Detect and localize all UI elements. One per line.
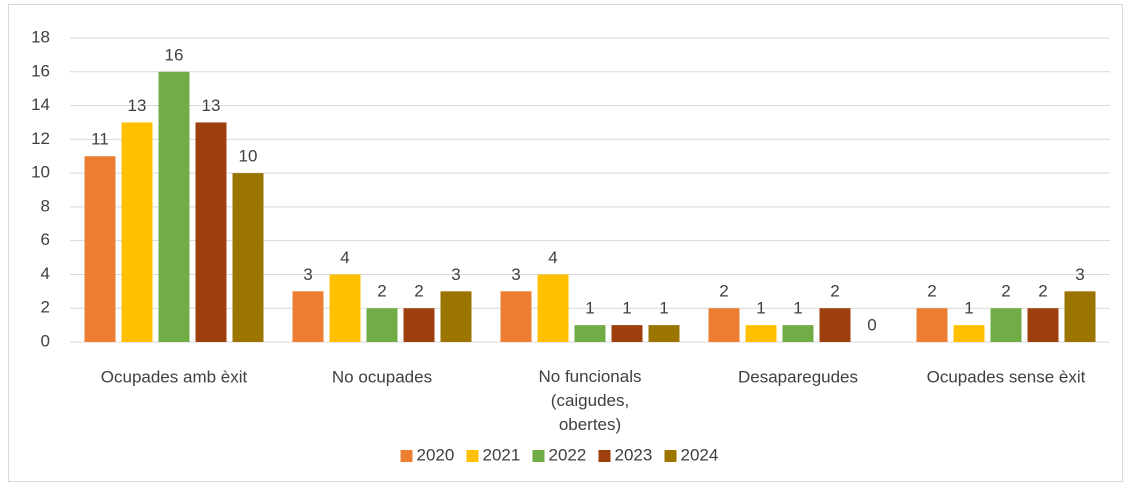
data-label: 11 — [91, 130, 109, 149]
data-label: 2 — [927, 282, 936, 301]
data-label: 1 — [964, 299, 973, 318]
data-label: 3 — [303, 265, 312, 284]
data-label: 3 — [511, 265, 520, 284]
bar — [121, 122, 153, 342]
y-tick-label: 8 — [41, 196, 50, 215]
bar — [232, 173, 264, 342]
data-label: 10 — [239, 147, 258, 166]
legend-label: 2021 — [483, 445, 521, 464]
data-label: 2 — [414, 282, 423, 301]
bar — [1064, 291, 1096, 342]
y-tick-label: 4 — [41, 264, 50, 283]
data-label: 1 — [659, 299, 668, 318]
y-tick-label: 14 — [31, 95, 50, 114]
bar — [708, 308, 740, 342]
bar — [84, 156, 116, 342]
bar — [745, 325, 777, 342]
y-tick-label: 2 — [41, 298, 50, 317]
bar — [537, 274, 569, 342]
x-tick-label: Desaparegudes — [738, 367, 858, 386]
y-tick-label: 6 — [41, 230, 50, 249]
legend-swatch — [598, 450, 611, 462]
bar — [440, 291, 472, 342]
data-label: 1 — [793, 299, 802, 318]
data-label: 3 — [1075, 265, 1084, 284]
data-label: 2 — [1038, 282, 1047, 301]
bar — [611, 325, 643, 342]
bar — [292, 291, 324, 342]
y-tick-label: 18 — [31, 27, 50, 46]
y-tick-label: 12 — [31, 129, 50, 148]
data-label: 13 — [202, 96, 221, 115]
bar — [782, 325, 814, 342]
bar — [648, 325, 680, 342]
x-tick-label: Ocupades sense èxit — [927, 367, 1086, 386]
bar — [990, 308, 1022, 342]
legend-label: 2022 — [549, 445, 587, 464]
data-label: 2 — [830, 282, 839, 301]
bar — [158, 71, 190, 343]
legend-swatch — [400, 450, 413, 462]
bar — [329, 274, 361, 342]
data-label: 2 — [1001, 282, 1010, 301]
legend-label: 2023 — [615, 445, 653, 464]
data-label: 16 — [165, 45, 184, 64]
data-label: 4 — [548, 248, 557, 267]
legend-swatch — [532, 450, 545, 462]
data-label: 4 — [340, 248, 349, 267]
bar — [916, 308, 948, 342]
data-label: 13 — [128, 96, 147, 115]
data-label: 1 — [622, 299, 631, 318]
data-label: 1 — [585, 299, 594, 318]
bar — [500, 291, 532, 342]
x-tick-label: No funcionals (caigudes, obertes) — [538, 367, 641, 434]
data-label: 2 — [719, 282, 728, 301]
y-tick-label: 0 — [41, 331, 50, 350]
legend-label: 2020 — [417, 445, 455, 464]
bar — [195, 122, 227, 342]
data-label: 3 — [451, 265, 460, 284]
x-tick-label: Ocupades amb èxit — [101, 367, 248, 386]
bar — [403, 308, 435, 342]
data-label: 1 — [756, 299, 765, 318]
legend-swatch — [466, 450, 479, 462]
data-label: 0 — [867, 315, 876, 334]
y-tick-label: 10 — [31, 163, 50, 182]
legend-label: 2024 — [681, 445, 719, 464]
bar — [819, 308, 851, 342]
bar — [953, 325, 985, 342]
legend-swatch — [664, 450, 677, 462]
chart-frame — [8, 4, 1123, 482]
bar — [574, 325, 606, 342]
x-tick-label: No ocupades — [332, 367, 432, 386]
bar — [366, 308, 398, 342]
y-tick-label: 16 — [31, 61, 50, 80]
data-label: 2 — [377, 282, 386, 301]
bar — [1027, 308, 1059, 342]
